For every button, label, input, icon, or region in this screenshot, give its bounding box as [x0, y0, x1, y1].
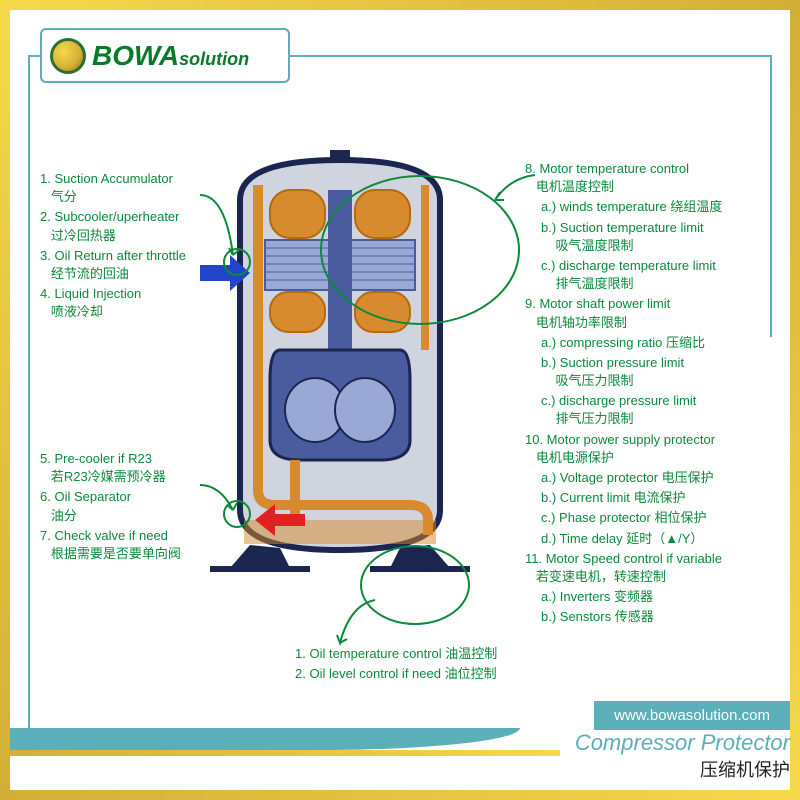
title-cn: 压缩机保护	[575, 756, 790, 782]
diagram-area: 1. Suction Accumulator 气分2. Subcooler/up…	[40, 100, 760, 700]
label-item: 11. Motor Speed control if variable 若变速电…	[525, 550, 760, 586]
arrow-left2	[195, 480, 245, 520]
brand-logo: BOWAsolution	[40, 28, 290, 83]
arrow-bottom	[335, 595, 385, 650]
bottom-labels: 1. Oil temperature control 油温控制2. Oil le…	[295, 645, 575, 685]
right-labels: 8. Motor temperature control 电机温度控制 a.) w…	[525, 160, 760, 629]
logo-text: BOWAsolution	[92, 40, 249, 72]
label-item: 10. Motor power supply protector 电机电源保护	[525, 431, 760, 467]
label-subitem: b.) Suction pressure limit 吸气压力限制	[525, 354, 760, 390]
label-item: 7. Check valve if need 根据需要是否要单向阀	[40, 527, 235, 563]
label-subitem: c.) Phase protector 相位保护	[525, 509, 760, 527]
logo-bold: BOWA	[92, 40, 179, 71]
arrow-left1	[195, 190, 245, 270]
label-subitem: b.) Suction temperature limit 吸气温度限制	[525, 219, 760, 255]
label-subitem: a.) Voltage protector 电压保护	[525, 469, 760, 487]
label-subitem: a.) winds temperature 绕组温度	[525, 198, 760, 216]
label-item: 9. Motor shaft power limit 电机轴功率限制	[525, 295, 760, 331]
label-subitem: a.) Inverters 变频器	[525, 588, 760, 606]
label-subitem: b.) Current limit 电流保护	[525, 489, 760, 507]
label-subitem: c.) discharge temperature limit 排气温度限制	[525, 257, 760, 293]
label-subitem: a.) compressing ratio 压缩比	[525, 334, 760, 352]
label-subitem: c.) discharge pressure limit 排气压力限制	[525, 392, 760, 428]
title: Compressor Protector 压缩机保护	[575, 730, 790, 782]
logo-light: solution	[179, 49, 249, 69]
label-item: 8. Motor temperature control 电机温度控制	[525, 160, 760, 196]
label-item: 2. Oil level control if need 油位控制	[295, 665, 575, 683]
arrow-right	[490, 170, 540, 210]
logo-icon	[50, 38, 86, 74]
label-subitem: d.) Time delay 延时（▲/Y）	[525, 530, 760, 548]
title-en: Compressor Protector	[575, 730, 790, 756]
label-item: 4. Liquid Injection 喷液冷却	[40, 285, 235, 321]
url-bar: www.bowasolution.com	[594, 701, 790, 730]
label-subitem: b.) Senstors 传感器	[525, 608, 760, 626]
